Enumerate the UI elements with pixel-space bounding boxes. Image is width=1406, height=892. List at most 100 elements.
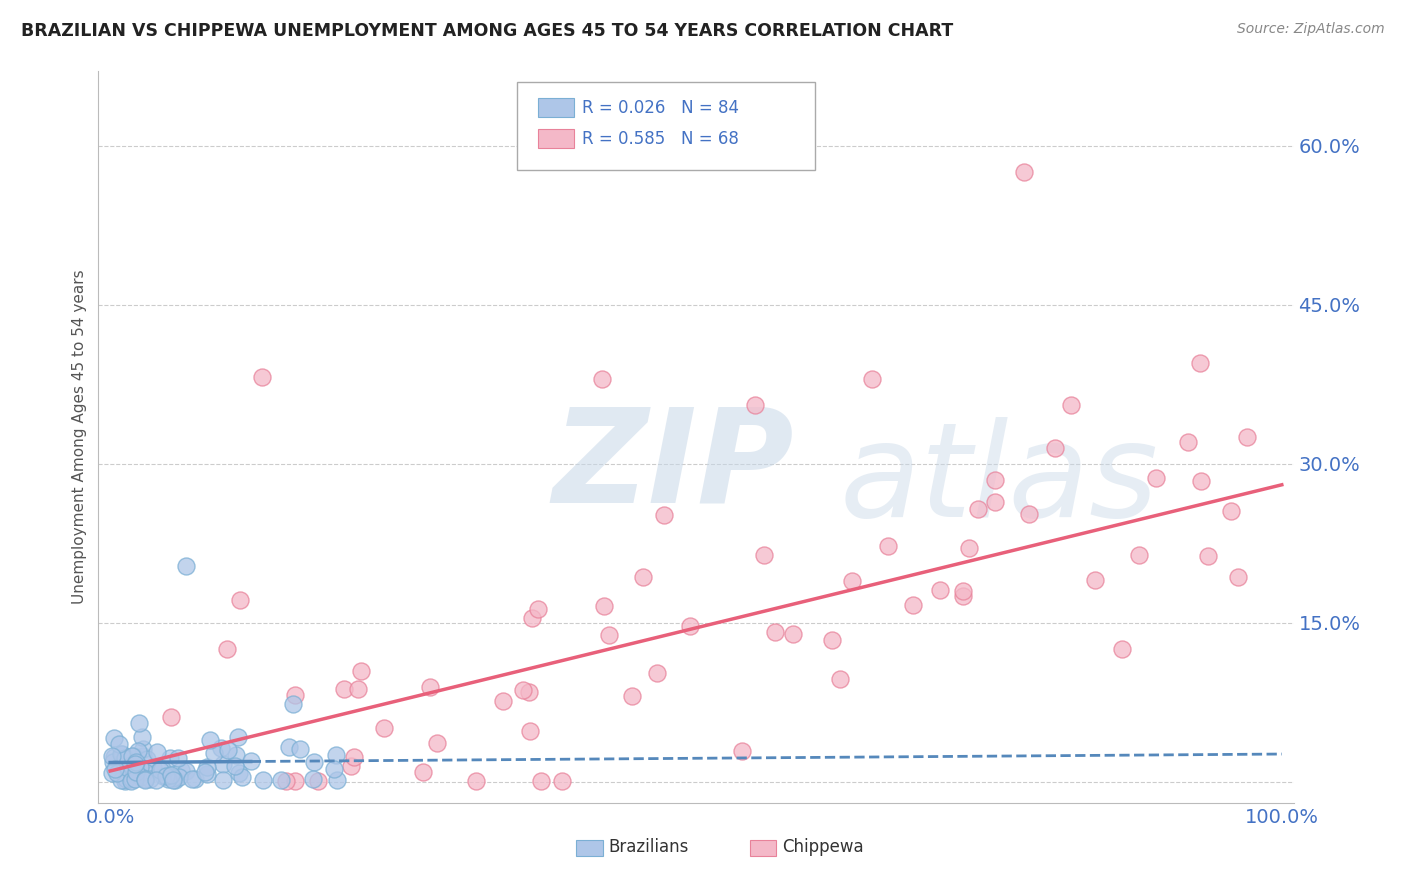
Point <box>181 772 204 786</box>
Point <box>127 764 149 779</box>
Point <box>527 602 550 616</box>
FancyBboxPatch shape <box>749 840 776 856</box>
Point <box>591 372 613 386</box>
Point <box>1012 165 1035 179</box>
Point <box>678 618 700 632</box>
Point <box>1111 642 1133 657</box>
Point <box>129 771 152 785</box>
Point <box>278 739 301 754</box>
Point <box>744 398 766 412</box>
Point <box>288 741 311 756</box>
Point <box>110 747 132 761</box>
Point <box>928 582 950 597</box>
Point <box>652 508 675 523</box>
Point <box>217 742 239 756</box>
Point <box>170 763 193 777</box>
Point <box>752 548 775 562</box>
Point <box>967 502 990 516</box>
Point <box>350 664 373 678</box>
Point <box>124 772 146 786</box>
Point <box>519 724 541 739</box>
Point <box>103 755 125 769</box>
Point <box>150 762 173 776</box>
Point <box>239 754 262 768</box>
Point <box>325 748 347 763</box>
Point <box>128 716 150 731</box>
Point <box>121 757 143 772</box>
Point <box>302 772 325 786</box>
Point <box>593 599 616 614</box>
Point <box>860 372 883 386</box>
Point <box>274 773 297 788</box>
Point <box>128 760 150 774</box>
Point <box>127 767 149 781</box>
Point <box>101 748 124 763</box>
Point <box>598 628 620 642</box>
Point <box>145 773 167 788</box>
Point <box>731 744 754 758</box>
Point <box>114 750 136 764</box>
Point <box>1177 435 1199 450</box>
Point <box>134 764 156 779</box>
FancyBboxPatch shape <box>538 129 574 148</box>
Point <box>228 765 250 780</box>
Point <box>412 764 434 779</box>
Point <box>304 756 326 770</box>
Point <box>984 473 1007 487</box>
Point <box>139 772 162 786</box>
Point <box>1220 504 1243 518</box>
Point <box>136 752 159 766</box>
Point <box>134 772 156 786</box>
Point <box>645 666 668 681</box>
Point <box>957 541 980 556</box>
Point <box>211 757 233 772</box>
Point <box>465 773 488 788</box>
Point <box>202 747 225 761</box>
Point <box>877 540 900 554</box>
Point <box>284 773 307 788</box>
Point <box>984 495 1007 509</box>
Point <box>229 593 252 607</box>
Text: Chippewa: Chippewa <box>782 838 863 856</box>
Point <box>1018 508 1040 522</box>
FancyBboxPatch shape <box>538 98 574 118</box>
Point <box>1236 430 1258 444</box>
Point <box>125 765 148 780</box>
Point <box>101 765 124 780</box>
Point <box>124 757 146 772</box>
Point <box>270 773 292 788</box>
Point <box>160 768 183 782</box>
Point <box>512 683 534 698</box>
Point <box>373 721 395 735</box>
Point <box>284 688 307 702</box>
Point <box>121 772 143 787</box>
Point <box>131 730 153 744</box>
Point <box>115 772 138 786</box>
Point <box>217 642 239 657</box>
Point <box>621 689 644 703</box>
FancyBboxPatch shape <box>517 82 815 170</box>
Point <box>103 749 125 764</box>
Point <box>339 758 361 772</box>
Point <box>226 730 249 744</box>
Point <box>152 769 174 783</box>
Y-axis label: Unemployment Among Ages 45 to 54 years: Unemployment Among Ages 45 to 54 years <box>72 269 87 605</box>
Point <box>195 760 218 774</box>
Point <box>530 773 553 788</box>
Point <box>763 625 786 640</box>
Point <box>901 598 924 612</box>
Point <box>117 764 139 778</box>
Point <box>1144 471 1167 485</box>
Point <box>167 751 190 765</box>
Point <box>174 559 197 574</box>
Point <box>1197 549 1219 563</box>
Point <box>252 773 274 788</box>
Point <box>281 697 304 711</box>
Point <box>159 710 181 724</box>
Point <box>134 773 156 788</box>
Point <box>1128 548 1150 562</box>
Point <box>121 749 143 764</box>
Point <box>146 745 169 759</box>
Text: atlas: atlas <box>839 417 1159 544</box>
Point <box>952 584 974 599</box>
